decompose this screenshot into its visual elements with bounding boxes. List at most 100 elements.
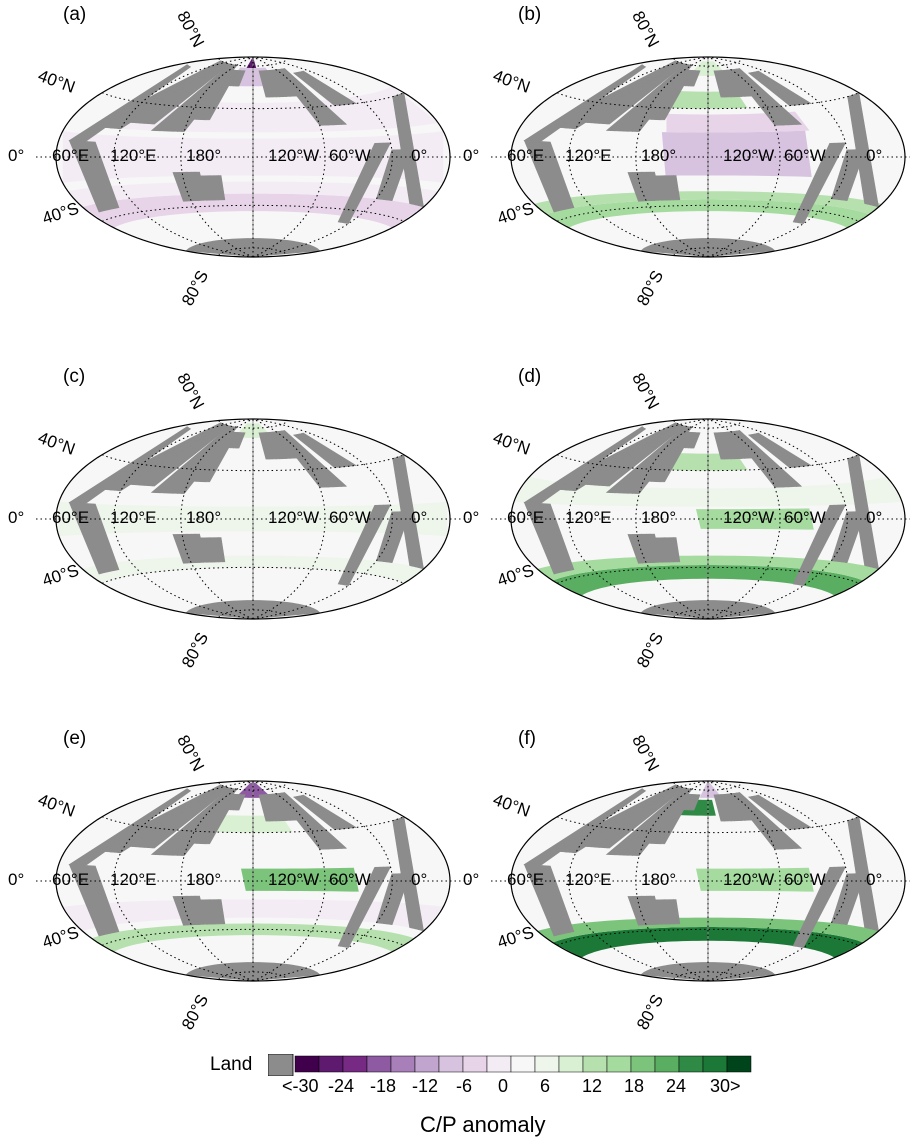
lon-label-60w: 60°W: [329, 146, 371, 165]
land-cell: [235, 432, 246, 449]
lon-label-180: 180°: [186, 146, 222, 165]
lon-label-120w: 120°W: [723, 508, 775, 527]
land-cell: [738, 68, 803, 125]
colorbar-swatch: [558, 1055, 584, 1073]
anomaly-band: [537, 917, 879, 943]
lon-label-0: 0°: [866, 146, 883, 165]
longitude-line: [113, 56, 254, 258]
lon-label-120e: 120°E: [110, 508, 157, 527]
colorbar-land-label: Land: [210, 1054, 253, 1075]
longitude-line: [568, 780, 709, 982]
colorbar-tick-label: 0: [498, 1076, 509, 1096]
colorbar-swatch: [462, 1055, 488, 1073]
lat-label-eq: 0°: [463, 146, 480, 165]
longitude-line: [707, 418, 781, 620]
lon-label-180: 180°: [641, 146, 677, 165]
land-cell: [91, 865, 120, 933]
land-cell: [218, 537, 226, 563]
colorbar-tick-label: <-30: [282, 1076, 319, 1096]
lat-label-eq: 0°: [8, 870, 25, 889]
lon-label-120w: 120°W: [268, 146, 320, 165]
colorbar-swatch: [318, 1055, 344, 1073]
map-panel-f: (f) 80°N 40°N 0° 40°S 80°S 60°E 120°E 180° 120°W…: [455, 724, 910, 1084]
land-cell: [218, 175, 226, 201]
hammer-map: [491, 780, 910, 982]
lon-label-60e: 60°E: [52, 508, 90, 527]
colorbar: Land <-30 -24 -18 -12 -6 0 6 12 18 24 30> C/P anom…: [210, 1050, 810, 1140]
land-cell: [302, 70, 357, 104]
land-cell: [195, 171, 207, 201]
colorbar-swatch: [510, 1055, 536, 1073]
colorbar-title: C/P anomaly: [420, 1112, 546, 1137]
anomaly-band: [695, 867, 814, 892]
map-panel-e: (e) 80°N 40°N 0° 40°S 80°S 60°E 120°E 180° 120°W…: [0, 724, 470, 1084]
map-outline: [510, 418, 906, 620]
land-cell: [218, 899, 226, 925]
anomaly-band: [91, 923, 415, 952]
longitude-line: [707, 418, 848, 620]
land-cell: [757, 794, 812, 828]
land-cell: [91, 503, 120, 571]
hammer-map: [491, 418, 910, 620]
colorbar-swatch: [414, 1055, 440, 1073]
hammer-map: [36, 56, 470, 258]
lon-label-0: 0°: [866, 508, 883, 527]
longitude-line: [180, 418, 254, 620]
anomaly-band: [534, 191, 882, 215]
land-cell: [546, 865, 575, 933]
longitude-line: [252, 56, 326, 258]
longitude-line: [707, 56, 781, 258]
lon-label-120w: 120°W: [723, 146, 775, 165]
longitude-line: [568, 418, 709, 620]
lon-label-60e: 60°E: [52, 146, 90, 165]
longitude-line: [252, 780, 393, 982]
map-outline: [510, 780, 906, 982]
lat-label-eq: 0°: [8, 146, 25, 165]
land-cell: [757, 70, 812, 104]
land-cell: [757, 432, 812, 466]
land-cell: [673, 175, 681, 201]
land-cell: [195, 533, 207, 563]
colorbar-swatch: [726, 1055, 752, 1073]
colorbar-tick-label: 12: [582, 1076, 603, 1096]
land-cell: [690, 794, 701, 811]
lon-label-180: 180°: [641, 870, 677, 889]
lon-label-0: 0°: [411, 146, 428, 165]
land-cell: [283, 430, 348, 487]
land-cell: [673, 537, 681, 563]
colorbar-swatch: [582, 1055, 608, 1073]
colorbar-tick-label: -18: [370, 1076, 397, 1096]
lat-label-eq: 0°: [8, 508, 25, 527]
map-panel-b: (b) 80°N 40°N 0° 40°S 80°S 60°E 120°E 180° 120°W…: [455, 0, 910, 360]
panel-label: (e): [63, 728, 87, 749]
panel-label: (c): [63, 366, 86, 387]
lon-label-180: 180°: [186, 508, 222, 527]
panel-label: (a): [63, 4, 87, 25]
land-cell: [650, 895, 662, 925]
land-cell: [235, 70, 246, 87]
colorbar-swatch: [630, 1055, 656, 1073]
anomaly-band: [537, 555, 879, 581]
land-cell: [283, 68, 348, 125]
map-panel-d: (d) 80°N 40°N 0° 40°S 80°S 60°E 120°E 180° 120°W…: [455, 362, 910, 722]
longitude-line: [180, 56, 254, 258]
map-outline: [510, 56, 906, 258]
anomaly-band: [546, 199, 870, 228]
land-cell: [738, 792, 803, 849]
hammer-map: [491, 56, 910, 258]
anomaly-band: [552, 927, 864, 958]
land-cell: [235, 794, 246, 811]
map-panel-a: (a) 80°N 40°N 0° 40°S 80°S 60°E 120°E 180° 120°W…: [0, 0, 470, 360]
colorbar-swatch: [606, 1055, 632, 1073]
lat-label-eq: 0°: [463, 508, 480, 527]
land-cell: [738, 430, 803, 487]
colorbar-swatch: [366, 1055, 392, 1073]
colorbar-swatches: [268, 1054, 752, 1076]
longitude-line: [707, 780, 848, 982]
map-panel-c: (c) 80°N 40°N 0° 40°S 80°S 60°E 120°E 180° 120°W…: [0, 362, 470, 722]
land-cell: [302, 794, 357, 828]
longitude-line: [252, 418, 393, 620]
longitude-line: [113, 418, 254, 620]
colorbar-swatch: [702, 1055, 728, 1073]
longitude-line: [707, 56, 848, 258]
